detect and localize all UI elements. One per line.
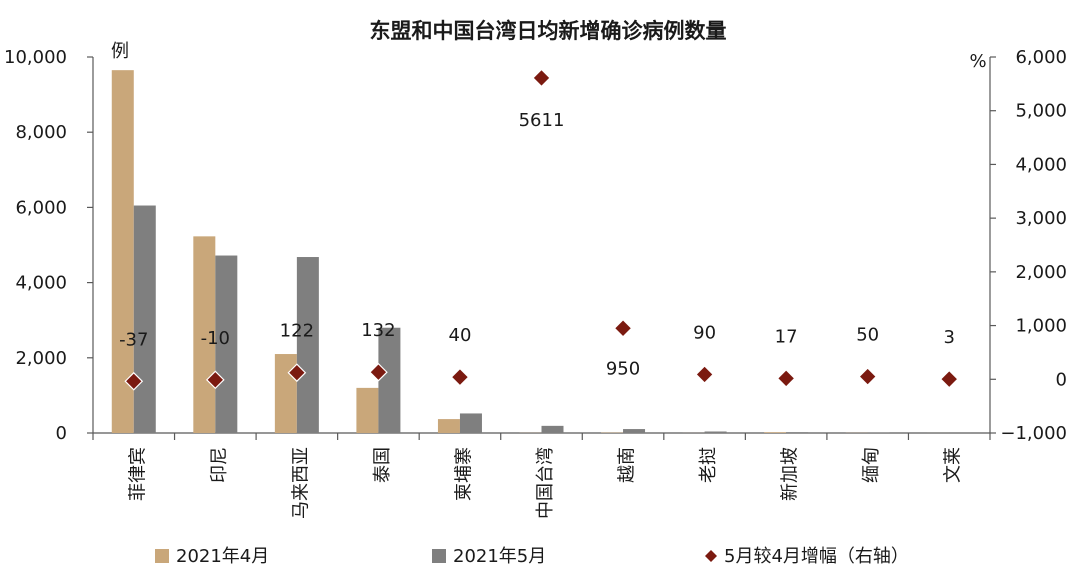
growth-marker <box>613 318 633 338</box>
bar-apr-2021 <box>111 70 134 433</box>
right-axis-tick-label: 6,000 <box>1015 47 1067 68</box>
left-axis-tick-label: 8,000 <box>15 122 67 143</box>
legend-swatch-may <box>432 549 446 563</box>
bar-apr-2021 <box>764 432 787 433</box>
growth-data-label: 17 <box>775 326 798 347</box>
right-axis-tick-label: 2,000 <box>1015 262 1067 283</box>
growth-data-label: 132 <box>361 320 395 341</box>
bar-may-2021 <box>378 327 401 433</box>
right-axis-tick-label: 3,000 <box>1015 208 1067 229</box>
growth-data-label: 950 <box>606 358 640 379</box>
growth-marker <box>858 367 878 386</box>
growth-marker <box>532 68 551 88</box>
category-label: 马来西亚 <box>290 447 311 519</box>
growth-marker <box>450 367 470 387</box>
bars-group <box>111 70 972 433</box>
right-axis-tick-label: 1,000 <box>1015 316 1067 337</box>
growth-marker <box>205 370 225 390</box>
category-label: 新加坡 <box>780 447 801 501</box>
category-label: 老挝 <box>698 447 719 483</box>
growth-data-label: 3 <box>944 327 955 348</box>
left-axis-tick-label: 4,000 <box>15 273 67 294</box>
bar-may-2021 <box>459 413 482 433</box>
bar-apr-2021 <box>356 387 379 433</box>
growth-data-label: 122 <box>280 321 314 342</box>
growth-marker <box>287 363 307 383</box>
right-axis-tick-label: 5,000 <box>1015 101 1067 122</box>
chart-title: 东盟和中国台湾日均新增确诊病例数量 <box>370 19 727 43</box>
right-axis-tick-label: 0 <box>1056 369 1067 390</box>
growth-marker <box>776 369 796 388</box>
growth-data-label: 40 <box>449 325 472 346</box>
growth-marker <box>124 371 144 391</box>
left-axis-tick-label: 2,000 <box>15 348 67 369</box>
bar-may-2021 <box>541 425 564 433</box>
legend-marker-growth <box>705 550 717 562</box>
growth-data-label: 5611 <box>519 110 565 131</box>
left-axis-tick-label: 0 <box>56 423 67 444</box>
legend-label-apr: 2021年4月 <box>176 546 269 567</box>
bar-may-2021 <box>215 255 238 433</box>
category-label: 印尼 <box>209 447 230 483</box>
growth-data-label: 50 <box>856 325 879 346</box>
growth-marker <box>939 369 959 389</box>
legend: 2021年4月 2021年5月 5月较4月增幅（右轴） <box>155 546 909 567</box>
left-axis-tick-label: 6,000 <box>15 197 67 218</box>
markers-group <box>124 68 959 391</box>
growth-marker <box>369 362 388 382</box>
bar-may-2021 <box>296 257 319 433</box>
right-axis-tick-label: 4,000 <box>1015 154 1067 175</box>
bar-may-2021 <box>786 432 809 433</box>
left-axis-tick-label: 10,000 <box>4 47 67 68</box>
category-label: 泰国 <box>372 447 393 483</box>
bar-may-2021 <box>704 431 727 433</box>
bar-apr-2021 <box>193 236 216 433</box>
growth-marker <box>695 365 714 384</box>
right-axis-tick-label: −1,000 <box>1000 423 1067 444</box>
category-label: 柬埔寨 <box>453 447 474 501</box>
category-label: 菲律宾 <box>127 447 148 501</box>
left-axis-unit: 例 <box>111 41 129 62</box>
category-label: 越南 <box>617 447 638 483</box>
legend-label-growth: 5月较4月增幅（右轴） <box>724 546 909 567</box>
right-axis-unit: % <box>969 51 986 72</box>
axes-group: 0 2,000 4,000 6,000 8,000 10,000 −1,000 0 1,000 2… <box>4 47 1067 519</box>
bar-apr-2021 <box>274 354 297 433</box>
category-label: 中国台湾 <box>535 447 556 519</box>
growth-data-label: 90 <box>693 322 716 343</box>
legend-label-may: 2021年5月 <box>453 546 546 567</box>
growth-data-label: -37 <box>119 329 148 350</box>
labels-group: -37 -10 122 132 40 5611 950 90 17 50 3 <box>119 110 955 379</box>
legend-swatch-apr <box>155 549 169 563</box>
bar-may-2021 <box>133 205 156 433</box>
bar-apr-2021 <box>437 419 460 433</box>
category-label: 缅甸 <box>861 447 882 483</box>
growth-data-label: -10 <box>201 328 230 349</box>
bar-may-2021 <box>623 429 646 433</box>
category-label: 文莱 <box>943 447 964 483</box>
